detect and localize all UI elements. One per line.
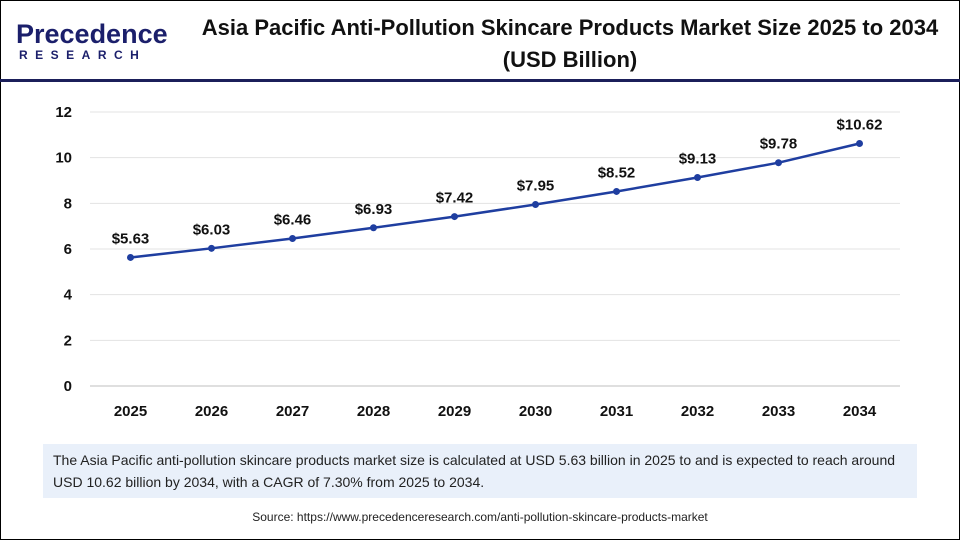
y-tick-label: 0 [64,378,72,395]
y-tick-label: 12 [55,104,72,121]
y-tick-label: 4 [64,287,73,304]
summary-note: The Asia Pacific anti-pollution skincare… [43,444,917,498]
logo-main: Precedence [16,19,168,49]
data-label: $6.03 [193,221,231,238]
data-point [127,253,134,261]
data-point [532,200,539,208]
y-tick-label: 10 [55,150,72,167]
data-point [694,174,701,182]
x-tick-label: 2027 [276,403,309,420]
y-tick-label: 6 [64,241,72,258]
data-label: $5.63 [112,230,150,247]
data-label: $8.52 [598,164,636,181]
x-tick-label: 2033 [762,403,795,420]
source-text: Source: https://www.precedenceresearch.c… [252,510,708,524]
data-point [289,234,296,242]
logo-sub: RESEARCH [19,48,147,62]
data-label: $9.13 [679,151,717,168]
data-point [370,224,377,232]
x-tick-label: 2034 [843,403,877,420]
x-tick-label: 2025 [114,403,147,420]
data-point [775,159,782,167]
data-point [451,213,458,221]
y-tick-label: 2 [64,332,72,349]
logo: Precedence RESEARCH [16,19,168,62]
x-tick-label: 2026 [195,403,228,420]
data-label: $9.78 [760,136,798,153]
data-label: $7.42 [436,190,474,207]
data-label: $6.46 [274,211,312,228]
x-tick-label: 2028 [357,403,390,420]
x-tick-label: 2032 [681,403,714,420]
data-point [856,140,863,148]
x-tick-label: 2029 [438,403,471,420]
x-tick-label: 2031 [600,403,633,420]
chart-title: Asia Pacific Anti-Pollution Skincare Pro… [201,15,939,72]
data-point [613,187,620,195]
data-point [208,244,215,252]
data-label: $10.62 [837,117,883,134]
header-divider [0,79,960,82]
data-label: $6.93 [355,201,393,218]
series-line [130,142,860,259]
y-tick-label: 8 [64,195,72,212]
x-tick-label: 2030 [519,403,552,420]
data-label: $7.95 [517,177,555,194]
